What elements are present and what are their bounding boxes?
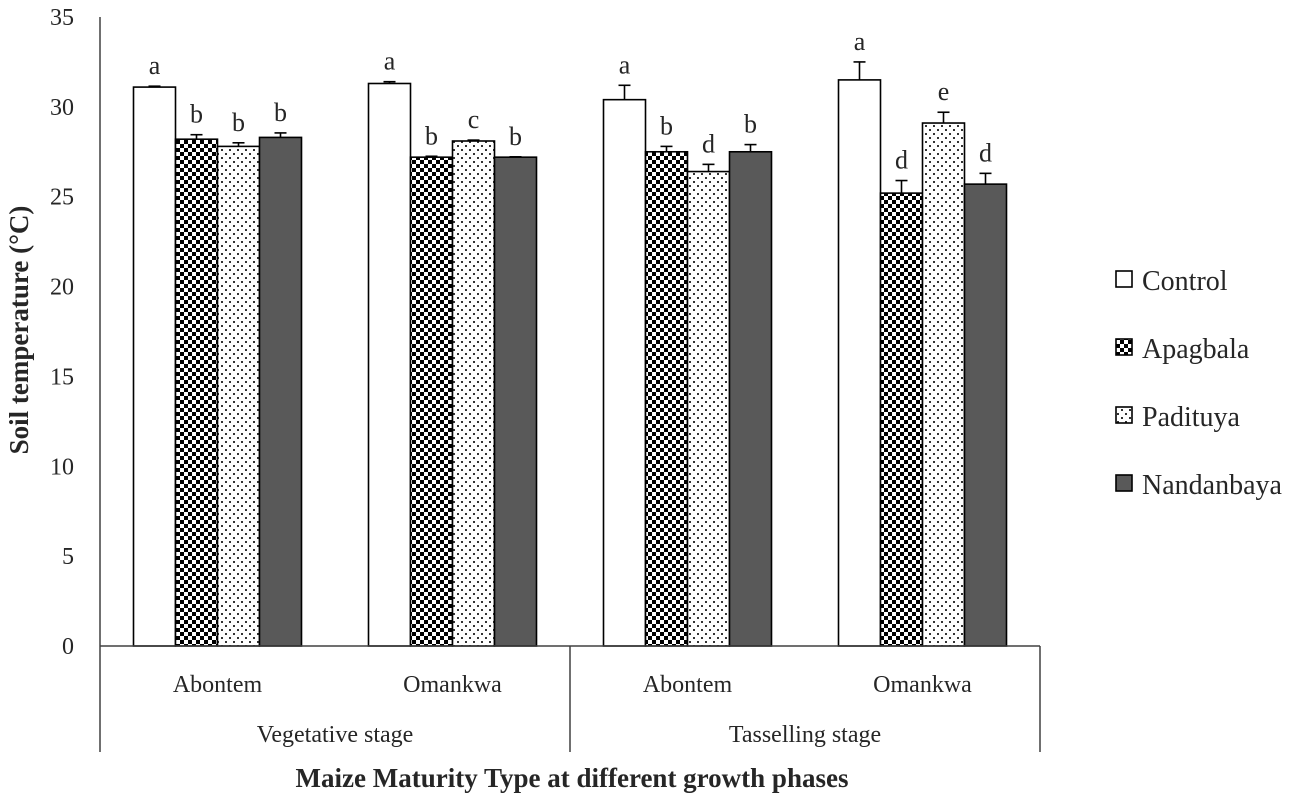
x-category-label: Omankwa xyxy=(403,672,502,698)
significance-letter: b xyxy=(425,121,438,150)
y-axis-ticks: 0 5 10 15 20 25 30 35 xyxy=(50,5,74,660)
bar-padituya xyxy=(451,140,496,647)
bar-nandanbaya xyxy=(728,150,773,647)
x-group-label: Vegetative stage xyxy=(257,722,414,748)
x-axis-categories: Abontem Omankwa Vegetative stage Abontem Oma… xyxy=(173,672,972,748)
significance-letter: b xyxy=(190,100,203,129)
significance-letter: c xyxy=(468,105,480,134)
bar-control xyxy=(132,86,177,647)
axes xyxy=(99,17,1041,752)
y-tick-label: 15 xyxy=(50,364,74,390)
significance-letter: a xyxy=(384,47,396,76)
significance-letter: d xyxy=(702,129,715,158)
x-category-label: Abontem xyxy=(173,672,263,698)
significance-letter: d xyxy=(895,146,908,175)
significance-letter: b xyxy=(660,111,673,140)
x-axis-label: Maize Maturity Type at different growth … xyxy=(296,763,849,793)
legend-label-padituya: Padituya xyxy=(1142,402,1241,433)
legend-swatch-padituya xyxy=(1115,406,1133,424)
y-tick-label: 20 xyxy=(50,275,74,301)
significance-letter: d xyxy=(979,138,992,167)
legend-label-apagbala: Apagbala xyxy=(1142,334,1250,365)
significance-letter: b xyxy=(744,110,757,139)
y-axis-label: Soil temperature (°C) xyxy=(4,206,34,455)
bar-control xyxy=(367,82,412,647)
bar-padituya xyxy=(686,170,731,647)
legend-label-nandanbaya: Nandanbaya xyxy=(1142,470,1283,501)
legend-swatch-apagbala xyxy=(1115,338,1133,356)
bar-nandanbaya xyxy=(963,183,1008,647)
y-tick-label: 30 xyxy=(50,95,74,121)
significance-letter: b xyxy=(232,108,245,137)
bar-apagbala xyxy=(644,150,689,647)
bar-nandanbaya xyxy=(493,156,538,647)
legend: Control Apagbala Padituya Nandanbaya xyxy=(1115,266,1283,501)
significance-letter: b xyxy=(509,122,522,151)
x-group-label: Tasselling stage xyxy=(729,722,881,748)
y-tick-label: 5 xyxy=(62,544,74,570)
legend-swatch-control xyxy=(1115,270,1133,288)
significance-letter: a xyxy=(149,51,161,80)
legend-swatch-nandanbaya xyxy=(1115,474,1133,492)
significance-letter: b xyxy=(274,98,287,127)
bar-padituya xyxy=(921,122,966,647)
y-tick-label: 25 xyxy=(50,185,74,211)
bar-padituya xyxy=(216,145,261,647)
bar-apagbala xyxy=(409,156,454,647)
bar-control xyxy=(602,98,647,647)
x-category-label: Omankwa xyxy=(873,672,972,698)
legend-label-control: Control xyxy=(1142,266,1228,297)
significance-letter: e xyxy=(938,77,950,106)
significance-letter: a xyxy=(854,27,866,56)
significance-letter: a xyxy=(619,50,631,79)
y-tick-label: 35 xyxy=(50,5,74,31)
x-category-label: Abontem xyxy=(643,672,733,698)
y-tick-label: 0 xyxy=(62,634,74,660)
bar-apagbala xyxy=(879,192,924,647)
y-tick-label: 10 xyxy=(50,454,74,480)
bar-nandanbaya xyxy=(258,136,303,647)
bar-control xyxy=(837,79,882,647)
bar-apagbala xyxy=(174,138,219,647)
